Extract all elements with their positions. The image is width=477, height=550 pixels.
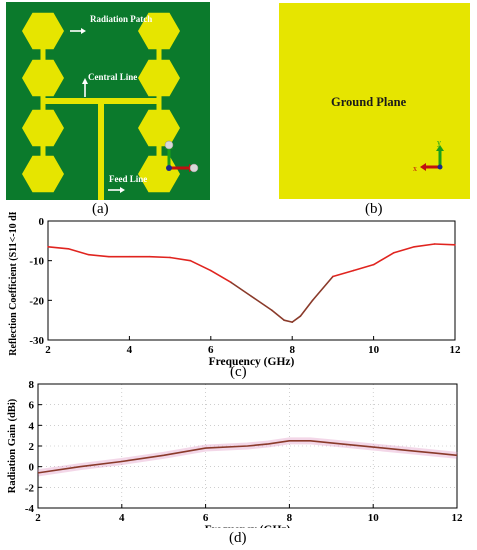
y-tick-label: 0 [39, 216, 45, 228]
series-segment [148, 255, 171, 259]
series-segment [332, 269, 355, 278]
series-line [37, 440, 458, 474]
radiation-patch [22, 155, 64, 193]
y-axis-label: Reflection Coefficient (S11<-10 dB) [8, 212, 19, 356]
x-tick-label: 4 [127, 344, 133, 356]
caption-b: (b) [365, 201, 383, 217]
y-axis-label: Radiation Gain (dBi) [7, 398, 18, 493]
central-line-arrow [82, 78, 88, 97]
ground-plane-view: Ground Plane y x [279, 3, 470, 199]
x-tick-label: 6 [203, 512, 209, 524]
x-axis-label: Frequency (GHz) [205, 524, 291, 528]
y-tick-label: -10 [29, 256, 44, 268]
series-segment [413, 243, 436, 248]
y-tick-label: -30 [29, 335, 44, 347]
feed-line [98, 98, 104, 200]
plot-frame [47, 220, 456, 341]
radiation-gain-chart: 2 4 6 8 10 12 8 6 4 2 0 -2 -4 Frequency (GHz) Radiatio… [7, 379, 464, 528]
y-tick-label: -4 [25, 503, 35, 515]
y-tick-label: 6 [29, 400, 35, 412]
feed-line-label: Feed Line [109, 174, 147, 184]
x-tick-label: 10 [368, 344, 380, 356]
x-tick-label: 6 [208, 344, 214, 356]
series-segment [283, 319, 294, 323]
series-segment [230, 281, 253, 298]
x-tick-label: 4 [119, 512, 125, 524]
y-tick-label: 0 [29, 462, 35, 474]
series-segment [352, 263, 375, 272]
y-tick-label: -20 [29, 295, 44, 307]
radiation-patch-arrow [70, 28, 86, 34]
radiation-patch [22, 12, 64, 50]
radiation-patch [138, 12, 180, 50]
caption-a: (a) [92, 201, 109, 217]
feed-network [43, 98, 159, 200]
series-segment [291, 315, 302, 323]
antenna-top-view: Radiation Patch Central Line Feed Line [6, 2, 210, 200]
series-segment [210, 269, 232, 284]
radiation-patch [22, 109, 64, 147]
x-tick-label: 2 [35, 512, 41, 524]
x-tick-label: 8 [289, 344, 295, 356]
series-segment [67, 247, 90, 256]
caption-c: (c) [230, 364, 247, 380]
series-segment [271, 309, 285, 321]
y-tick-label: 4 [29, 420, 35, 432]
axis-triad-icon [420, 145, 444, 171]
x-tick-label: 2 [45, 344, 51, 356]
series-segment [311, 275, 334, 302]
feed-line-arrow [108, 187, 125, 193]
central-line-label: Central Line [88, 72, 137, 82]
axis-x-label: x [413, 164, 417, 173]
series-segment [189, 259, 212, 272]
series-segment [87, 253, 110, 258]
axis-y-label: y [437, 138, 441, 147]
caption-d: (d) [229, 530, 247, 546]
x-tick-label: 8 [287, 512, 293, 524]
x-tick-label: 12 [452, 512, 464, 524]
series-segment [372, 251, 395, 266]
y-tick-label: -2 [25, 482, 35, 494]
y-tick-label: 2 [29, 441, 35, 453]
radiation-patch [22, 59, 64, 97]
reflection-coefficient-chart: 2 4 6 8 10 12 0 -10 -20 -30 Frequency (GHz) Reflect… [8, 212, 462, 368]
series-segment [299, 299, 314, 317]
radiation-patch [138, 109, 180, 147]
x-axis-label: Frequency (GHz) [209, 356, 295, 368]
ground-plane-label: Ground Plane [331, 95, 407, 109]
series-segment [433, 243, 456, 246]
radiation-patch-label: Radiation Patch [90, 14, 152, 24]
y-tick-label: 8 [29, 379, 35, 391]
radiation-patch [138, 59, 180, 97]
series-segment [169, 256, 192, 262]
x-tick-label: 12 [450, 344, 462, 356]
series-segment [393, 245, 416, 254]
x-tick-label: 10 [368, 512, 380, 524]
axis-triad-icon [164, 140, 199, 173]
series-segment [47, 245, 70, 250]
series-segment [250, 295, 273, 312]
